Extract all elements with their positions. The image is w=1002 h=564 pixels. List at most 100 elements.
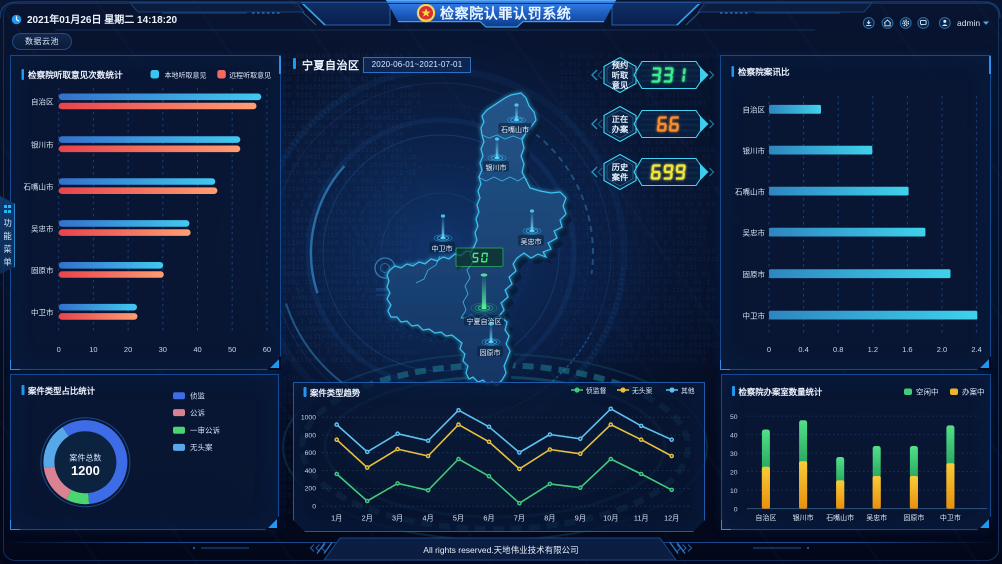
svg-text:侦监督: 侦监督 <box>586 386 607 395</box>
svg-text:自治区: 自治区 <box>743 105 766 115</box>
svg-text:400: 400 <box>305 468 317 475</box>
svg-text:1 11 1 01111 010101 1011 0000: 1 11 1 01111 010101 1011 0000 00 00 <box>560 209 711 216</box>
svg-text:0 010010 1 01 001000101 1 1101: 0 010010 1 01 001000101 1 11010000110 <box>560 53 720 60</box>
svg-text:40: 40 <box>193 345 201 354</box>
svg-text:1 10 1 100 1110 1 0 010 0: 1 10 1 100 1110 1 0 010 000 <box>283 209 399 216</box>
svg-text:11 0000 1 1 011000011100010000: 11 0000 1 1 01100001110001000011 <box>283 349 421 356</box>
svg-text:11 0 0 1 0101 1 10 01 10: 11 0 0 1 0101 1 10 01 10 11 010 <box>560 139 694 146</box>
svg-text:案件: 案件 <box>611 172 628 182</box>
svg-text:宁夏自治区: 宁夏自治区 <box>467 317 502 326</box>
svg-text:01 1101 00110 01 0101 001 010: 01 1101 00110 01 0101 001 01001 <box>283 232 417 239</box>
svg-text:中卫市: 中卫市 <box>743 310 766 320</box>
svg-text:30: 30 <box>730 451 738 458</box>
svg-text:01010 11110101 11 00011 00 010: 01010 11110101 11 00011 00 010 <box>283 256 412 263</box>
svg-text:10月: 10月 <box>603 514 618 523</box>
svg-text:2.0: 2.0 <box>937 345 947 354</box>
svg-text:100 001 1 0010111 10 101: 100 001 1 0010111 10 101 1 00 11 <box>560 264 698 271</box>
svg-text:00 000110 1001 0 1001 1111: 00 000110 1001 0 1001 11111 <box>283 342 399 349</box>
svg-text:01 0 00 010 0001 10101 011 1: 01 0 00 010 0001 10101 011 1 <box>283 139 404 146</box>
svg-text:110010111000100011 00000011 00: 110010111000100011 00000011 001 <box>283 115 417 122</box>
svg-text:01110000 000 0 100110001 11: 01110000 000 0 100110001 11 00 <box>283 69 412 76</box>
svg-text:固原市: 固原市 <box>903 513 924 522</box>
svg-text:7月: 7月 <box>514 514 525 523</box>
svg-text:11 10 1 00 1011001 01111 1100: 11 10 1 00 1011001 01111 1100 0 <box>283 287 417 294</box>
svg-text:0: 0 <box>734 507 738 514</box>
svg-text:10: 10 <box>89 345 97 354</box>
svg-text:011001 10000001 00 011010 101: 011001 10000001 00 011010 10100 1 11 <box>560 310 715 317</box>
svg-text:11 000 0 010100010 1 11 0: 11 000 0 010100010 1 11 0 0101111 <box>560 240 702 247</box>
svg-text:检察院办案室数量统计: 检察院办案室数量统计 <box>739 387 823 397</box>
svg-text:000 010 00001 000 000 11001: 000 010 00001 000 000 11001 11 <box>283 178 412 185</box>
svg-text:0111010101110001 110 1 11 101: 0111010101110001 110 1 11 1010 <box>283 108 412 115</box>
svg-text:正在: 正在 <box>612 114 628 124</box>
svg-text:0001 001001010 000 000 11110 1: 0001 001001010 000 000 11110 10 0 01 <box>560 201 715 208</box>
svg-text:1 1010100001 011 1110110110: 1 1010100001 011 111011011000 <box>283 326 408 333</box>
svg-text:4月: 4月 <box>423 514 434 523</box>
svg-text:12月: 12月 <box>664 514 679 523</box>
svg-text:中卫市: 中卫市 <box>31 307 54 317</box>
svg-text:11 00010100 010 0010 0101 10: 11 00010100 010 0010 0101 10 1 <box>283 53 412 60</box>
svg-text:检察院听取意见次数统计: 检察院听取意见次数统计 <box>28 69 123 80</box>
svg-text:011001 1100000000 11 1 00011: 011001 1100000000 11 1 00011000001 <box>560 349 707 356</box>
svg-text:自治区: 自治区 <box>31 97 54 107</box>
svg-text:1200: 1200 <box>71 463 100 478</box>
svg-text:101: 101 <box>283 461 296 468</box>
svg-text:01: 01 <box>283 484 292 491</box>
svg-text:自治区: 自治区 <box>755 513 776 522</box>
svg-text:10 1 1 1101111001 01 11100: 10 1 1 1101111001 01 11100 <box>283 76 395 83</box>
svg-text:固原市: 固原市 <box>743 269 766 279</box>
svg-text:10110011 110 011101 01 010100: 10110011 110 011101 01 010100 00100 <box>560 334 711 341</box>
svg-text:1月: 1月 <box>331 514 342 523</box>
svg-text:101 0 0101 01 0111 1010 0111: 101 0 0101 01 0111 1010 0111 1 <box>283 123 412 130</box>
svg-text:01 0 00 11 111 0 100 01 0011: 01 0 00 11 111 0 100 01 0011 <box>283 193 404 200</box>
svg-text:1 10010 011 10110 1 101110010: 1 10010 011 10110 1 101110010 0 <box>283 295 417 302</box>
svg-text:10: 10 <box>730 488 738 495</box>
svg-text:101: 101 <box>283 445 296 452</box>
svg-text:00 0101 0101110 0 11111111 110: 00 0101 0101110 0 11111111 11010 <box>283 92 421 99</box>
svg-text:无头案: 无头案 <box>190 442 213 452</box>
svg-text:本地听取意见: 本地听取意见 <box>165 70 207 79</box>
svg-text:1110101000 1 00100 01 1 101: 1110101000 1 00100 01 1 1010 <box>283 131 404 138</box>
svg-text:01100010 1001 1110 010 00 1110: 01100010 1001 1110 010 00 1110 0 <box>283 61 421 68</box>
svg-text:空闲中: 空闲中 <box>916 387 939 397</box>
svg-text:意见: 意见 <box>612 80 628 90</box>
svg-text:600: 600 <box>305 450 317 457</box>
svg-text:1.6: 1.6 <box>902 345 912 354</box>
svg-text:固原市: 固原市 <box>31 265 54 275</box>
svg-text:1 0 1011 100 11 100 011 00: 1 0 1011 100 11 100 011 001110010 <box>560 92 702 99</box>
svg-text:吴忠市: 吴忠市 <box>866 513 887 522</box>
svg-text:6月: 6月 <box>483 514 494 523</box>
svg-text:9月: 9月 <box>575 514 586 523</box>
svg-text:10 0 1100 001001 10 01 110: 10 0 1100 001001 10 01 110 00 011 <box>560 217 702 224</box>
svg-text:预约: 预约 <box>612 60 628 70</box>
svg-text:01 10 00010100 0 11111 10100: 01 10 00010100 0 11111 10100 1 <box>283 147 412 154</box>
svg-text:101: 101 <box>283 492 296 499</box>
svg-text:公诉: 公诉 <box>190 407 205 417</box>
svg-text:0101 11 010000 0 101 0 1: 0101 11 010000 0 101 0 1 0 <box>283 279 395 286</box>
svg-text:101: 101 <box>283 469 296 476</box>
svg-text:11 0111110 1 0010100 01011 1: 11 0111110 1 0010100 01011 1111 00 <box>560 225 707 232</box>
svg-text:30: 30 <box>159 345 167 354</box>
svg-text:1 01: 1 01 <box>283 383 300 390</box>
svg-text:All rights reserved.天地伟业技术有限公司: All rights reserved.天地伟业技术有限公司 <box>423 545 578 555</box>
svg-text:石嘴山市: 石嘴山市 <box>826 513 854 522</box>
svg-text:一审公诉: 一审公诉 <box>190 425 220 435</box>
svg-text:01100 11 0 1 111111000 1111 10: 01100 11 0 1 111111000 1111 100 011 0 <box>560 186 720 193</box>
svg-text:1 1001000010010 0011 10000101: 1 1001000010010 0011 10000101 <box>283 303 408 310</box>
svg-text:5月: 5月 <box>453 514 464 523</box>
svg-text:50: 50 <box>730 414 738 421</box>
svg-text:010 10111 10111010 11010110100: 010 10111 10111010 1101011010011 0 <box>560 357 707 364</box>
svg-text:0011: 0011 <box>283 476 300 483</box>
svg-text:石嘴山市: 石嘴山市 <box>735 186 765 196</box>
svg-text:1100: 1100 <box>283 375 300 382</box>
svg-text:0 11 0 01 0 00101 10111101 11: 0 11 0 01 0 00101 10111101 11 110010 <box>560 147 715 154</box>
svg-text:00 01010101000101001 1 1100000: 00 01010101000101001 1 1100000 <box>283 84 412 91</box>
svg-text:8月: 8月 <box>544 514 555 523</box>
svg-text:0 110110 0010 0 1 11001 1 10: 0 110110 0010 0 1 11001 1 10 01 <box>283 225 417 232</box>
svg-text:其他: 其他 <box>681 386 695 395</box>
svg-text:50: 50 <box>228 345 236 354</box>
svg-text:0 10 1 1 11 10010 00 0 000110: 0 10 1 1 11 10010 00 0 000110 11 011 <box>560 248 715 255</box>
svg-text:0: 0 <box>767 345 771 354</box>
svg-text:010100 1010110 00 000000 100: 010100 1010110 00 000000 1001100110 <box>560 131 711 138</box>
svg-text:银川市: 银川市 <box>31 140 54 150</box>
